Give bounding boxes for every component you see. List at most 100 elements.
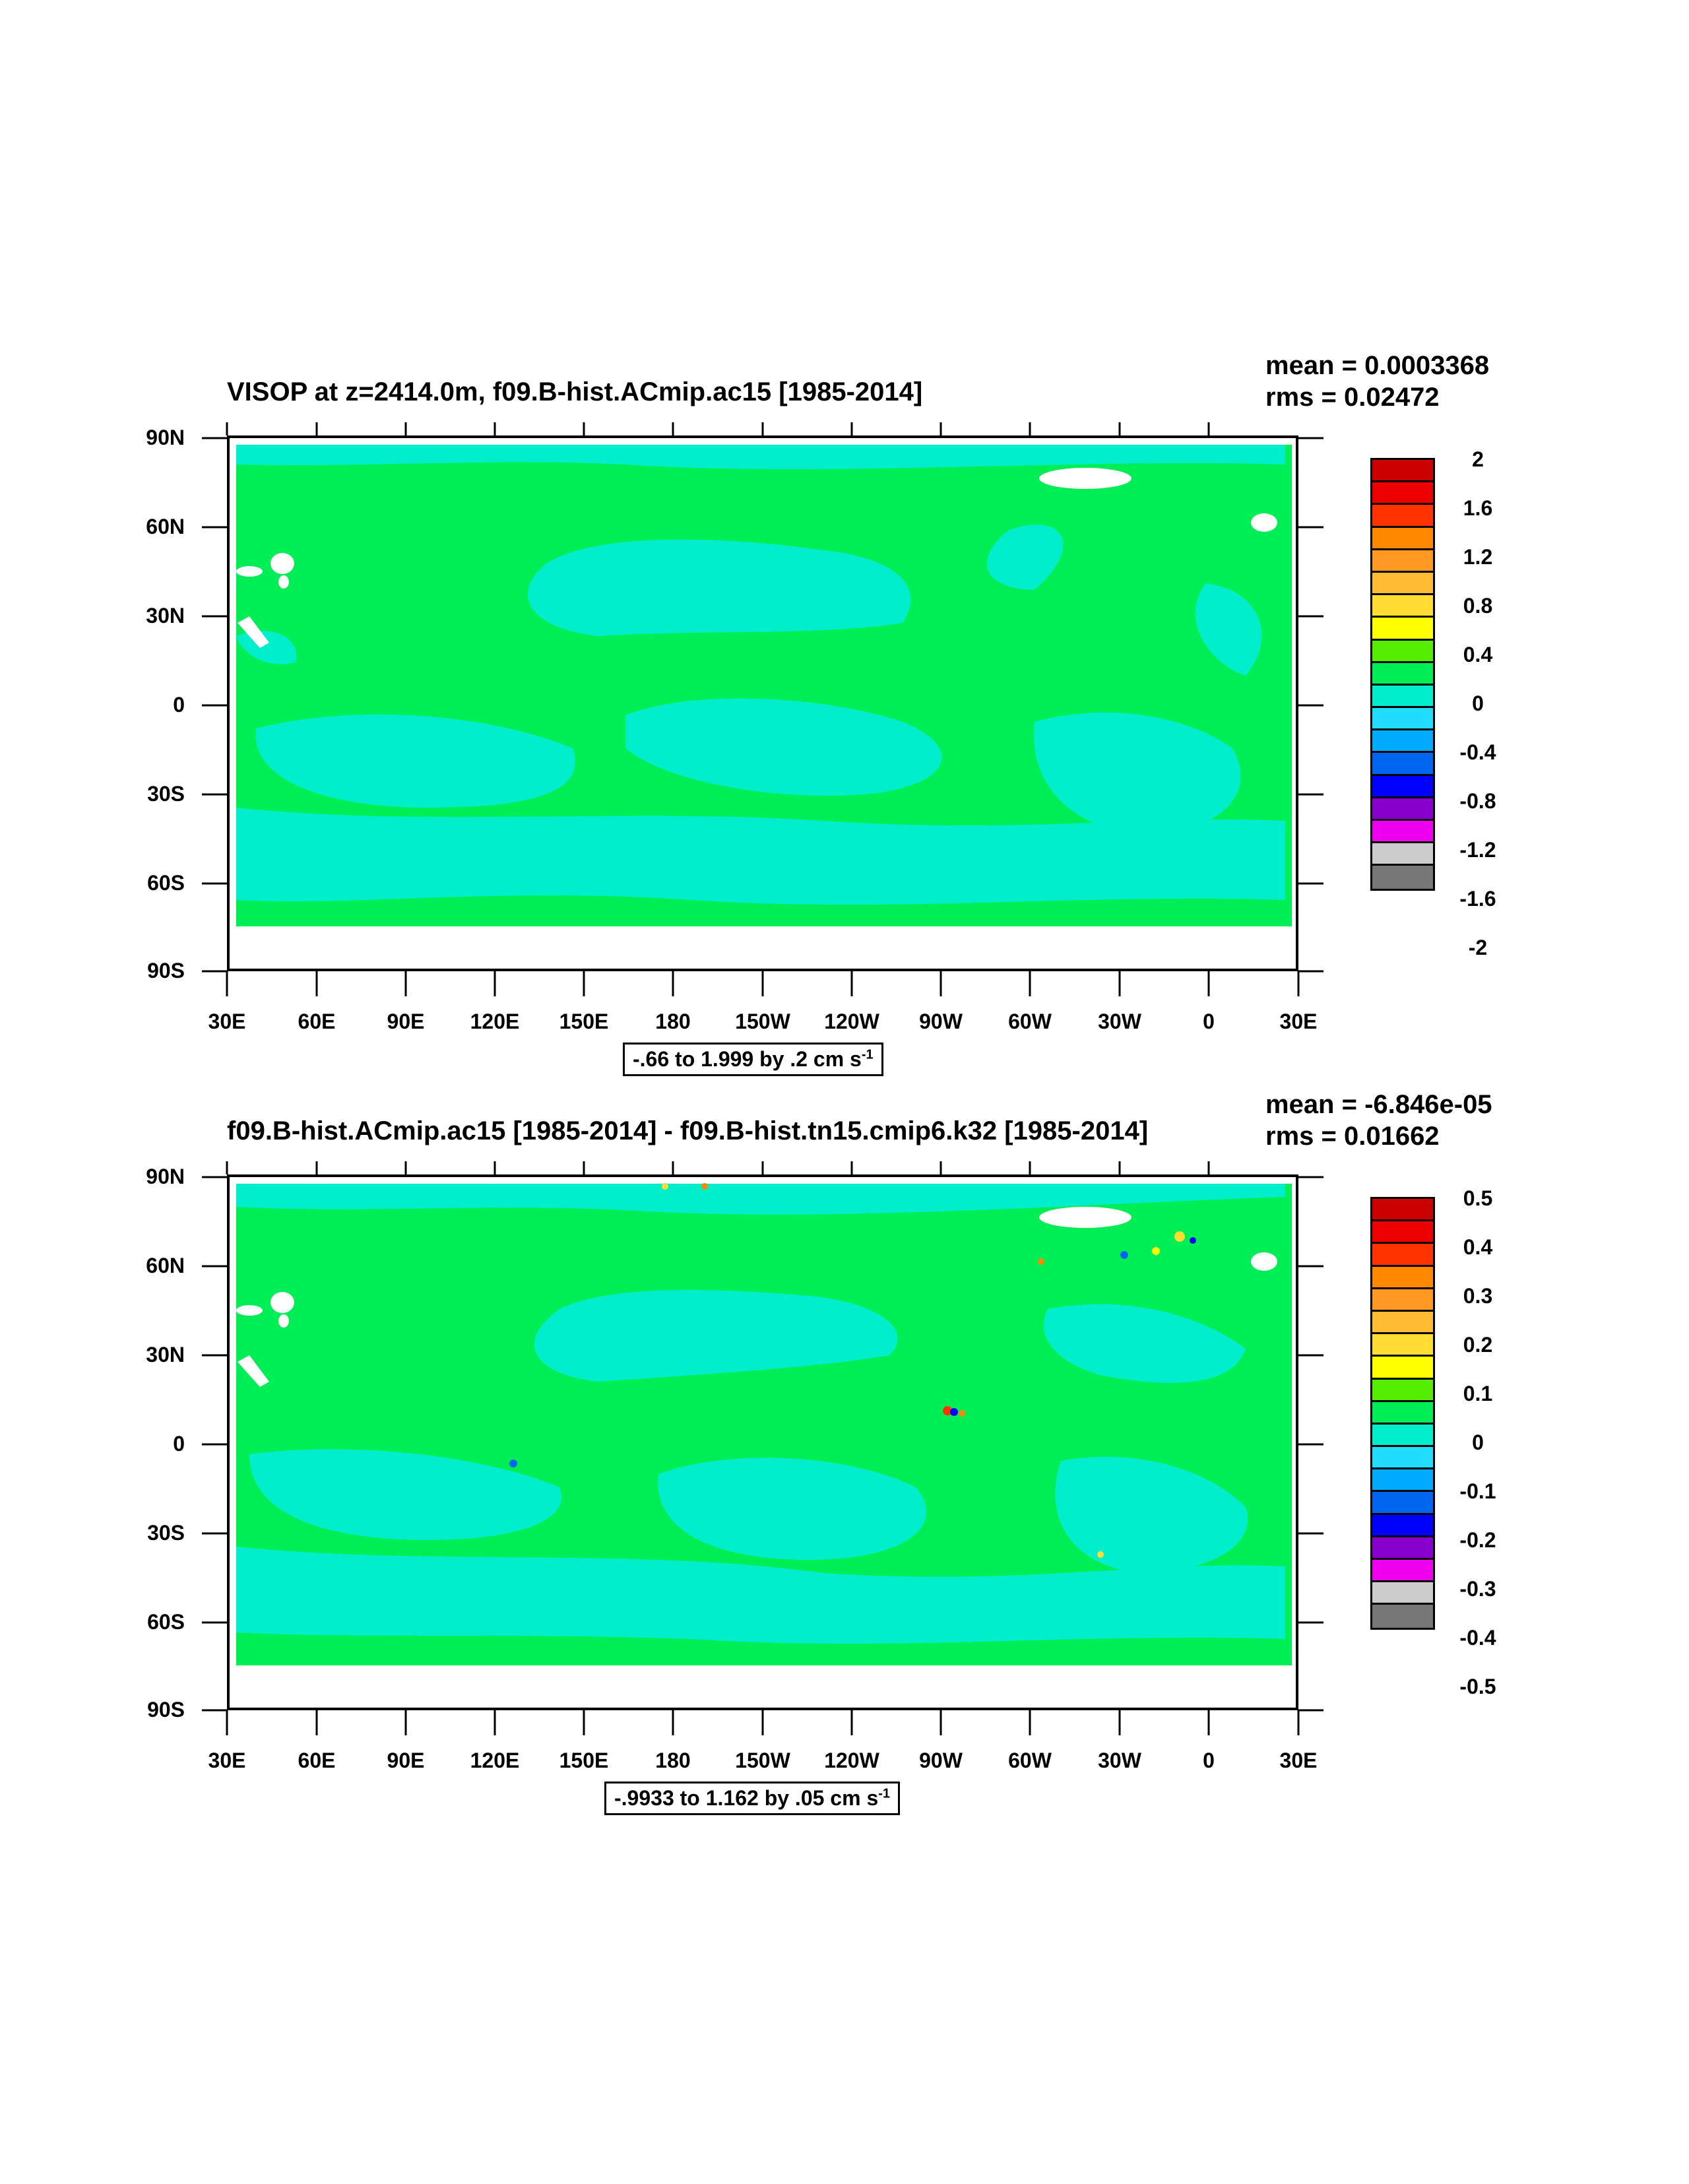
contour-range-text: -.66 to 1.999 by .2 cm s <box>633 1047 862 1071</box>
colorbar-swatch <box>1372 527 1433 550</box>
x-tick-label: 0 <box>1203 1749 1215 1772</box>
colorbar-label: -0.4 <box>1459 1626 1496 1650</box>
colorbar <box>1370 1197 1435 1630</box>
x-tick-label: 90E <box>387 1010 425 1033</box>
x-tick-label: 60W <box>1008 1749 1052 1772</box>
colorbar-swatch <box>1372 1199 1433 1222</box>
x-tick-label: 150W <box>735 1010 790 1033</box>
colorbar-swatch <box>1372 1447 1433 1470</box>
x-tick-label: 180 <box>655 1749 691 1772</box>
y-tick-label: 90S <box>147 959 185 982</box>
colorbar-label: -0.1 <box>1459 1479 1496 1503</box>
x-tick-label: 120W <box>824 1010 879 1033</box>
x-tick-label: 30E <box>1279 1749 1318 1772</box>
colorbar-label: -1.2 <box>1459 838 1496 862</box>
units-exponent: -1 <box>861 1047 874 1062</box>
y-tick-label: 0 <box>173 1432 185 1456</box>
x-tick-label: 60E <box>298 1749 336 1772</box>
colorbar-label: 0.8 <box>1463 594 1493 618</box>
colorbar-swatch <box>1372 843 1433 866</box>
chart-panel-1: VISOP at z=2414.0m, f09.B-hist.ACmip.ac1… <box>0 0 1689 1076</box>
units-exponent: -1 <box>878 1786 891 1801</box>
y-tick-label: 90N <box>146 426 185 449</box>
y-tick-label: 60N <box>146 1254 185 1277</box>
antarctic-mask <box>230 926 1296 969</box>
colorbar-swatch <box>1372 662 1433 686</box>
x-tick-label: 150E <box>559 1010 609 1033</box>
colorbar-swatch <box>1372 1311 1433 1335</box>
axis-ticks <box>202 422 1323 996</box>
x-tick-label: 90E <box>387 1749 425 1772</box>
colorbar-swatch <box>1372 866 1433 889</box>
colorbar-swatch <box>1372 1221 1433 1244</box>
rms-label: rms = 0.01662 <box>1265 1122 1440 1151</box>
colorbar-label: -1.6 <box>1459 887 1496 911</box>
colorbar-swatch <box>1372 595 1433 618</box>
x-tick-label: 150E <box>559 1749 609 1772</box>
colorbar-swatch <box>1372 1266 1433 1289</box>
map-field <box>230 1183 1296 1708</box>
colorbar-label: 0 <box>1472 1430 1484 1454</box>
colorbar-label: -0.3 <box>1459 1577 1496 1601</box>
colorbar-swatch <box>1372 798 1433 821</box>
greenland-mask <box>1039 1207 1131 1228</box>
x-tick-label: 120W <box>824 1749 879 1772</box>
colorbar-label: -0.8 <box>1459 789 1496 813</box>
map-plot-area <box>227 1174 1298 1710</box>
colorbar-swatch <box>1372 1244 1433 1267</box>
colorbar-label: -0.5 <box>1459 1675 1496 1698</box>
colorbar-label: 0.5 <box>1463 1186 1493 1210</box>
mean-label: mean = 0.0003368 <box>1265 351 1490 380</box>
colorbar-swatch <box>1372 1289 1433 1312</box>
colorbar-swatch <box>1372 775 1433 798</box>
map-field <box>230 445 1296 969</box>
colorbar-swatch <box>1372 1537 1433 1560</box>
x-tick-label: 0 <box>1203 1010 1215 1033</box>
contour-range-box: -.66 to 1.999 by .2 cm s-1 <box>623 1043 883 1076</box>
colorbar-swatch <box>1372 550 1433 573</box>
colorbar-swatch <box>1372 1560 1433 1583</box>
colorbar-label: 0.4 <box>1463 1235 1493 1259</box>
greenland-mask <box>1039 468 1131 489</box>
colorbar-swatch <box>1372 708 1433 731</box>
colorbar-label: 0.4 <box>1463 643 1493 666</box>
y-tick-label: 60N <box>146 515 185 538</box>
colorbar-label: 2 <box>1472 447 1484 471</box>
colorbar-swatch <box>1372 572 1433 596</box>
x-tick-label: 30W <box>1098 1749 1141 1772</box>
chart-panel-2: f09.B-hist.ACmip.ac15 [1985-2014] - f09.… <box>0 739 1689 1815</box>
colorbar-swatch <box>1372 482 1433 505</box>
contour-range-box: -.9933 to 1.162 by .05 cm s-1 <box>604 1782 901 1815</box>
colorbar-swatch <box>1372 640 1433 663</box>
colorbar-label: -0.4 <box>1459 740 1496 764</box>
x-tick-label: 150W <box>735 1749 790 1772</box>
colorbar-swatch <box>1372 685 1433 709</box>
contour-range-text: -.9933 to 1.162 by .05 cm s <box>614 1786 879 1810</box>
colorbar-swatch <box>1372 1357 1433 1380</box>
colorbar-swatch <box>1372 1334 1433 1357</box>
colorbar-swatch <box>1372 821 1433 844</box>
y-tick-label: 90S <box>147 1698 185 1721</box>
colorbar-swatch <box>1372 1424 1433 1448</box>
x-tick-label: 90W <box>919 1010 963 1033</box>
x-tick-label: 60E <box>298 1010 336 1033</box>
y-tick-label: 60S <box>147 871 185 895</box>
colorbar-swatch <box>1372 460 1433 483</box>
y-tick-label: 90N <box>146 1165 185 1188</box>
antarctic-mask <box>230 1665 1296 1708</box>
x-tick-label: 30W <box>1098 1010 1141 1033</box>
colorbar-swatch <box>1372 730 1433 754</box>
map-plot-area <box>227 435 1298 971</box>
colorbar-swatch <box>1372 1492 1433 1515</box>
colorbar-swatch <box>1372 505 1433 528</box>
y-tick-label: 0 <box>173 693 185 717</box>
colorbar <box>1370 458 1435 891</box>
colorbar-label: 1.6 <box>1463 496 1493 520</box>
colorbar-swatch <box>1372 1401 1433 1425</box>
colorbar-swatch <box>1372 1582 1433 1605</box>
x-tick-label: 30E <box>208 1010 246 1033</box>
x-tick-label: 30E <box>208 1749 246 1772</box>
x-tick-label: 30E <box>1279 1010 1318 1033</box>
colorbar-swatch <box>1372 618 1433 641</box>
x-tick-label: 90W <box>919 1749 963 1772</box>
